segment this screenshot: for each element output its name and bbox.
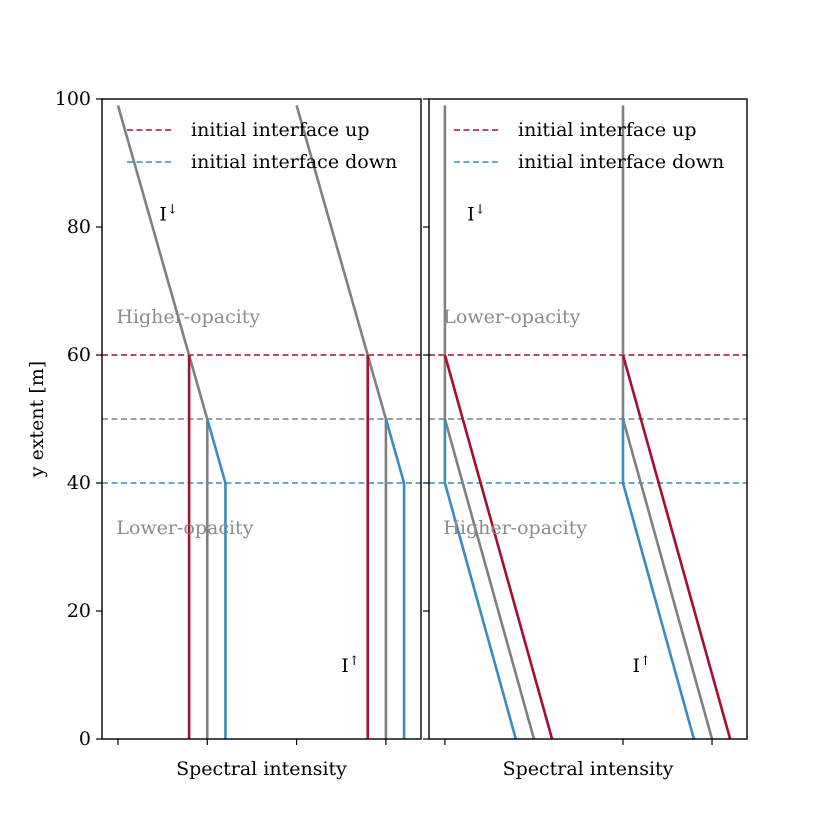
intensity-series-5 [384, 418, 406, 739]
y-tick-label-60: 60 [67, 344, 91, 366]
intensity-annotation-arrow: ↑ [349, 654, 360, 669]
legend-label-0: initial interface up [518, 119, 697, 141]
intensity-series-2 [206, 418, 227, 739]
intensity-annotation-0: I↓ [159, 203, 177, 226]
y-tick-label-80: 80 [67, 216, 91, 238]
intensity-series-2 [443, 419, 518, 740]
y-tick-label-0: 0 [79, 728, 91, 750]
intensity-annotation-arrow: ↓ [167, 203, 178, 218]
y-axis-label: y extent [m] [26, 361, 48, 478]
intensity-annotation-1: I↑ [341, 654, 359, 677]
intensity-annotation-base: I [633, 655, 641, 677]
intensity-annotation-base: I [159, 204, 167, 226]
y-tick-label-20: 20 [67, 600, 91, 622]
region-label-1: Lower-opacity [116, 517, 253, 539]
intensity-series-4 [621, 354, 732, 740]
legend-label-1: initial interface down [191, 151, 397, 173]
intensity-annotation-arrow: ↑ [640, 654, 651, 669]
legend-label-1: initial interface down [518, 151, 724, 173]
x-axis-label: Spectral intensity [503, 758, 674, 780]
intensity-annotation-base: I [467, 204, 475, 226]
intensity-series-5 [621, 419, 696, 740]
region-label-1: Higher-opacity [443, 517, 587, 539]
region-label-0: Higher-opacity [116, 306, 260, 328]
x-axis-label: Spectral intensity [176, 758, 347, 780]
y-tick-label-100: 100 [55, 88, 91, 110]
intensity-annotation-base: I [341, 655, 349, 677]
intensity-annotation-arrow: ↓ [475, 203, 486, 218]
legend-label-0: initial interface up [191, 119, 370, 141]
axes-frame [428, 98, 748, 740]
intensity-annotation-1: I↑ [633, 654, 651, 677]
axes-frame [101, 98, 422, 740]
y-tick-label-40: 40 [67, 472, 91, 494]
region-label-0: Lower-opacity [443, 306, 580, 328]
intensity-series-1 [443, 354, 554, 740]
intensity-annotation-0: I↓ [467, 203, 485, 226]
